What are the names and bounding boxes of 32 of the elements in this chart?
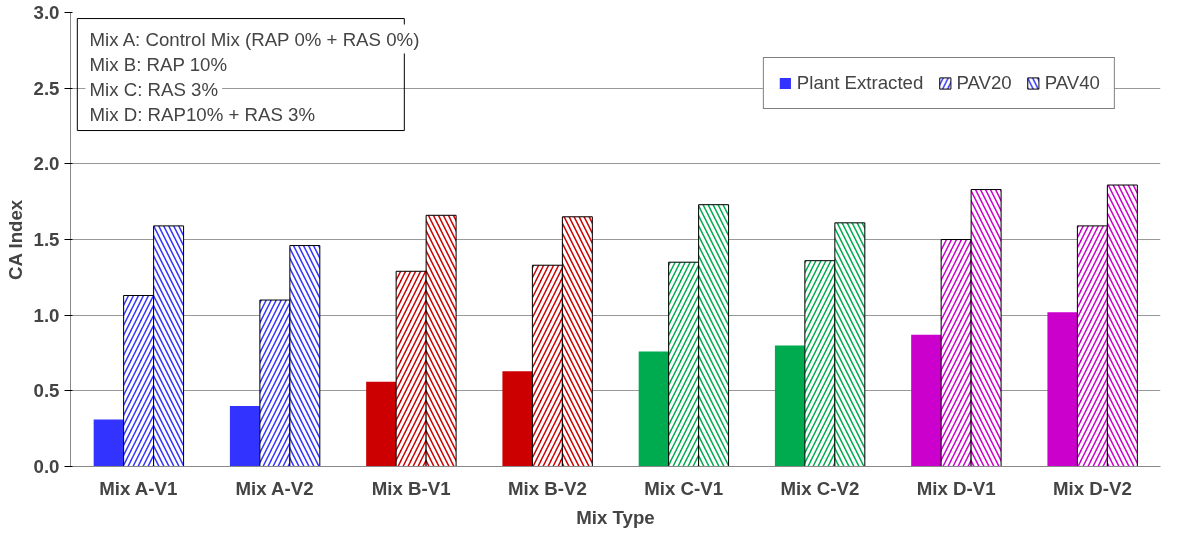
annotation: Mix C: RAS 3% [89,78,219,100]
legend-label: Plant Extracted [796,72,924,94]
y-tick-label: 2.5 [33,77,60,99]
y-tick-label: 1.5 [33,229,60,250]
annotation: Mix D: RAP10% + RAS 3% [89,103,315,125]
x-tick-label: Mix A-V1 [99,477,178,499]
x-tick-label: Mix C-V1 [644,477,724,499]
x-tick-label: Mix C-V2 [780,477,860,499]
x-tick-label: Mix B-V1 [371,477,451,499]
x-axis-title: Mix Type [576,506,655,528]
y-tick-label: 3.0 [33,2,60,23]
x-tick-label: Mix D-V2 [1052,477,1132,499]
legend-label: PAV40 [1044,72,1100,94]
x-tick-label: Mix A-V2 [235,477,314,499]
y-tick-label: 0.0 [33,456,60,477]
y-tick-label: 2.0 [33,153,60,175]
y-axis-title: CA Index [4,199,26,280]
x-tick-label: Mix B-V2 [507,477,587,499]
x-tick-label: Mix D-V1 [916,477,996,499]
legend-label: PAV20 [956,72,1012,94]
bar [502,371,533,467]
bar [774,345,805,467]
bar [93,419,124,467]
bar [229,405,260,467]
annotation: Mix B: RAP 10% [89,53,228,75]
bar [911,334,942,467]
annotation: Mix A: Control Mix (RAP 0% + RAS 0%) [89,28,420,50]
y-tick-label: 1.0 [33,304,60,326]
bar [638,351,669,467]
bar [366,381,397,467]
bar [1047,312,1078,467]
y-tick-label: 0.5 [33,380,60,402]
